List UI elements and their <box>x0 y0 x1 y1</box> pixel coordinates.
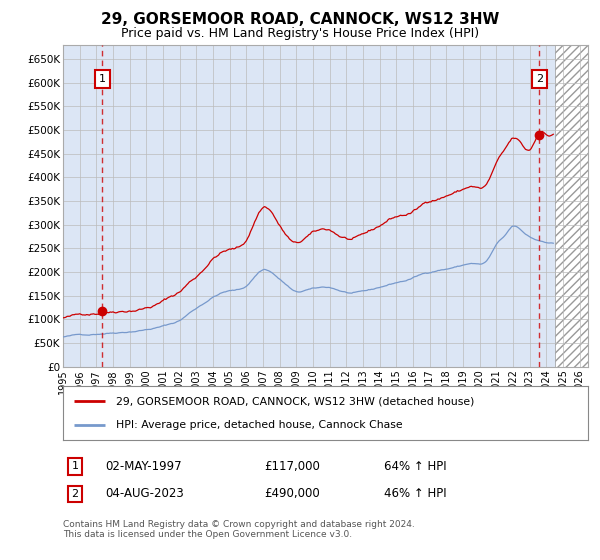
Bar <box>554 45 588 367</box>
Text: 29, GORSEMOOR ROAD, CANNOCK, WS12 3HW (detached house): 29, GORSEMOOR ROAD, CANNOCK, WS12 3HW (d… <box>115 396 474 407</box>
Text: 2: 2 <box>536 74 543 85</box>
Text: £490,000: £490,000 <box>264 487 320 501</box>
Text: 29, GORSEMOOR ROAD, CANNOCK, WS12 3HW: 29, GORSEMOOR ROAD, CANNOCK, WS12 3HW <box>101 12 499 27</box>
Text: 2: 2 <box>71 489 79 499</box>
Text: 02-MAY-1997: 02-MAY-1997 <box>105 460 182 473</box>
Text: 04-AUG-2023: 04-AUG-2023 <box>105 487 184 501</box>
Text: Price paid vs. HM Land Registry's House Price Index (HPI): Price paid vs. HM Land Registry's House … <box>121 27 479 40</box>
Text: £117,000: £117,000 <box>264 460 320 473</box>
Text: 46% ↑ HPI: 46% ↑ HPI <box>384 487 446 501</box>
Text: 1: 1 <box>99 74 106 85</box>
Text: 64% ↑ HPI: 64% ↑ HPI <box>384 460 446 473</box>
Text: Contains HM Land Registry data © Crown copyright and database right 2024.
This d: Contains HM Land Registry data © Crown c… <box>63 520 415 539</box>
Text: HPI: Average price, detached house, Cannock Chase: HPI: Average price, detached house, Cann… <box>115 419 402 430</box>
Text: 1: 1 <box>71 461 79 472</box>
